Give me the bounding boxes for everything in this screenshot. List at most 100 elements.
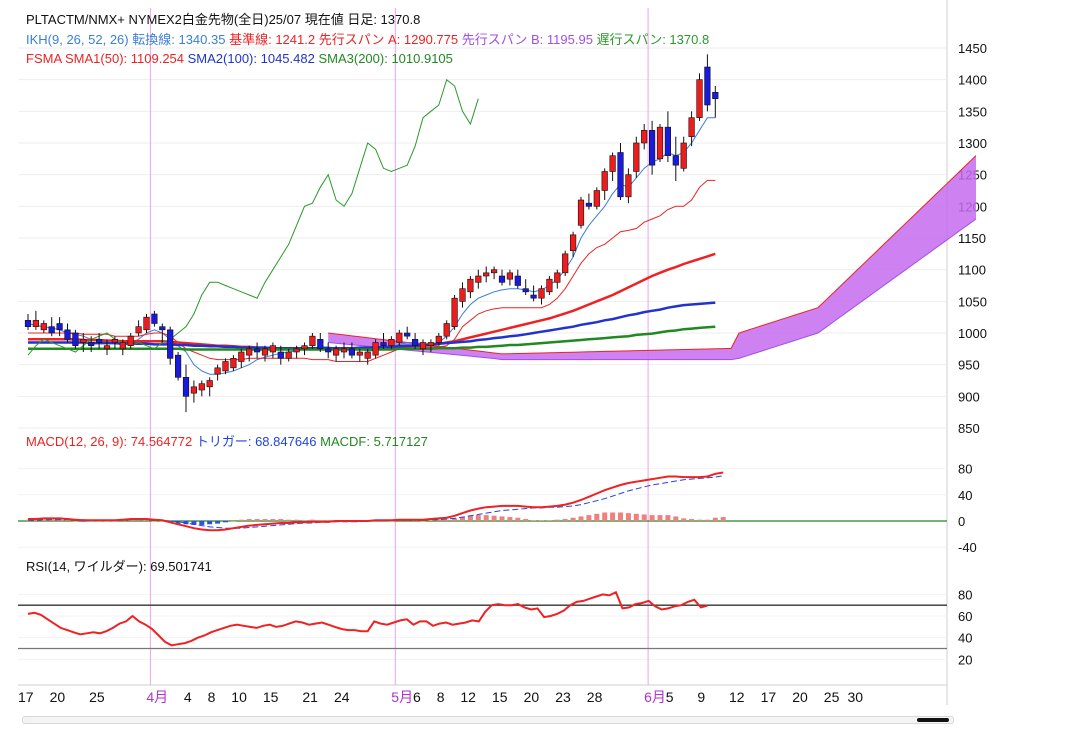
- candle-body: [246, 348, 253, 356]
- sma3-value: SMA3(200): 1010.9105: [318, 51, 453, 66]
- rsi-y-tick-label: 20: [958, 652, 972, 667]
- candle-body: [404, 332, 411, 337]
- candle-body: [688, 117, 695, 137]
- macdf-bar: [467, 515, 473, 521]
- candle-body: [182, 377, 190, 397]
- macdf-bar: [270, 519, 276, 521]
- macdf-bar: [207, 521, 213, 525]
- candle-body: [206, 380, 213, 388]
- horizontal-scrollbar[interactable]: [22, 716, 954, 724]
- x-tick-label: 9: [697, 689, 705, 705]
- candle-body: [364, 351, 371, 359]
- x-tick-label: 8: [208, 689, 216, 705]
- macdf-bar: [238, 519, 244, 521]
- candle-body: [135, 326, 142, 334]
- x-tick-label: 4: [184, 689, 192, 705]
- x-tick-label: 5月: [391, 689, 413, 705]
- macdf-bar: [578, 516, 584, 521]
- macdf-bar: [215, 521, 221, 524]
- ikh-tenkan-value: 転換線: 1340.35: [132, 32, 226, 47]
- candle-body: [348, 348, 356, 356]
- candle-body: [396, 332, 403, 343]
- x-tick-label: 17: [18, 689, 34, 705]
- candle-body: [64, 329, 71, 340]
- macdf-bar: [633, 513, 639, 521]
- sma2-value: SMA2(100): 1045.482: [187, 51, 315, 66]
- macd-y-tick-label: 80: [958, 462, 972, 477]
- rsi-y-tick-label: 60: [958, 609, 972, 624]
- candle-body: [48, 326, 55, 334]
- main-y-tick-label: 1100: [958, 263, 986, 278]
- macdf-bar: [704, 519, 710, 521]
- candle-body: [167, 329, 174, 359]
- macdf-bar: [507, 517, 513, 521]
- macd-value: MACD(12, 26, 9): 74.564772: [26, 434, 193, 449]
- candle-body: [633, 142, 640, 172]
- candle-body: [119, 342, 126, 350]
- macdf-bar: [531, 520, 537, 521]
- trigger-value: トリガー: 68.847646: [195, 434, 317, 449]
- macdf-bar: [539, 520, 544, 521]
- candle-body: [111, 339, 118, 343]
- macdf-bar: [649, 515, 655, 521]
- macdf-bar: [602, 512, 608, 521]
- candle-body: [680, 142, 687, 169]
- macdf-bar: [302, 520, 307, 521]
- macdf-value: MACDF: 5.717127: [320, 434, 428, 449]
- spanB-line: [328, 218, 977, 361]
- candle-body: [585, 202, 592, 207]
- main-y-tick-label: 1150: [958, 231, 986, 246]
- macdf-bar: [136, 520, 142, 521]
- macdf-bar: [570, 517, 576, 521]
- series-line-SMA3(200): [28, 325, 716, 351]
- candle-body: [151, 313, 158, 324]
- macdf-bar: [475, 515, 481, 521]
- scrollbar-thumb[interactable]: [917, 718, 949, 722]
- x-tick-label: 6月: [644, 689, 666, 705]
- candle-body: [269, 345, 277, 353]
- x-tick-label: 6: [413, 689, 421, 705]
- macd-y-tick-label: -40: [958, 540, 977, 555]
- x-tick-label: 28: [587, 689, 603, 705]
- candle-body: [317, 339, 324, 350]
- macdf-bar: [317, 520, 323, 521]
- candle-body: [254, 348, 261, 353]
- main-y-tick-label: 1050: [958, 294, 987, 309]
- candle-body: [451, 297, 458, 327]
- macdf-bar: [452, 518, 458, 521]
- macdf-bar: [230, 521, 236, 522]
- candle-body: [569, 234, 577, 251]
- rsi-header: RSI(14, ワイルダー): 69.501741: [26, 559, 212, 574]
- macdf-bar: [436, 519, 442, 521]
- candle-body: [190, 386, 198, 394]
- macdf-bar: [499, 516, 505, 521]
- macdf-bar: [697, 519, 702, 521]
- candle-body: [656, 126, 664, 160]
- macdf-bar: [689, 519, 695, 521]
- instrument-header: PLTACTM/NMX+ NYMEX2白金先物(全日)25/07 現在値 日足:…: [26, 12, 421, 27]
- macdf-bar: [246, 519, 252, 521]
- macdf-bar: [80, 521, 86, 522]
- macdf-bar: [175, 521, 181, 524]
- macdf-bar: [428, 520, 434, 521]
- x-tick-label: 23: [555, 689, 571, 705]
- main-y-tick-label: 950: [958, 358, 980, 373]
- macdf-bar: [681, 518, 687, 521]
- candle-body: [443, 323, 450, 337]
- x-tick-label: 20: [524, 689, 540, 705]
- candle-body: [490, 269, 498, 274]
- candle-body: [325, 348, 332, 353]
- candle-body: [712, 92, 719, 99]
- x-tick-label: 21: [302, 689, 318, 705]
- candle-body: [672, 155, 679, 166]
- candle-body: [198, 383, 205, 391]
- main-y-tick-label: 1300: [958, 136, 987, 151]
- kumo-cloud: [328, 155, 976, 360]
- candle-body: [625, 174, 632, 198]
- candle-body: [514, 275, 521, 286]
- candle-body: [127, 335, 134, 346]
- candle-body: [159, 326, 166, 331]
- candle-body: [617, 152, 624, 198]
- macdf-bar: [278, 519, 284, 521]
- macdf-bar: [128, 520, 134, 521]
